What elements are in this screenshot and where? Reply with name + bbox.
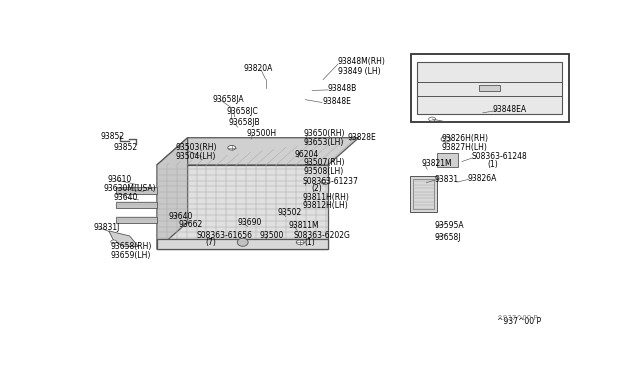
Text: 93831: 93831 xyxy=(435,175,459,184)
Text: 93640: 93640 xyxy=(114,193,138,202)
Polygon shape xyxy=(109,231,138,247)
Text: 93658JA: 93658JA xyxy=(213,94,244,103)
Text: 93658JB: 93658JB xyxy=(229,118,260,127)
Text: 93849 (LH): 93849 (LH) xyxy=(338,67,381,76)
Text: 96204: 96204 xyxy=(294,150,319,158)
Text: ^937^00 P: ^937^00 P xyxy=(497,317,541,326)
Bar xyxy=(417,62,562,114)
Text: 93690: 93690 xyxy=(237,218,262,227)
Text: 93658(RH): 93658(RH) xyxy=(111,242,152,251)
Text: 93848E: 93848E xyxy=(322,97,351,106)
Text: S08363-6202G: S08363-6202G xyxy=(293,231,350,240)
Text: 93650(RH): 93650(RH) xyxy=(303,129,345,138)
Polygon shape xyxy=(116,187,157,193)
Bar xyxy=(413,179,434,209)
Text: 93658JC: 93658JC xyxy=(227,108,258,116)
Text: 93826A: 93826A xyxy=(468,174,497,183)
Text: ^937^00 P: ^937^00 P xyxy=(497,315,537,321)
Bar xyxy=(479,85,500,92)
Polygon shape xyxy=(157,138,188,250)
Text: 93852: 93852 xyxy=(114,143,138,152)
Text: S08363-61656: S08363-61656 xyxy=(196,231,253,240)
Text: (1): (1) xyxy=(488,160,499,169)
Text: 93831J: 93831J xyxy=(94,223,120,232)
Polygon shape xyxy=(157,138,359,165)
Bar xyxy=(410,176,437,212)
Text: 93848EA: 93848EA xyxy=(493,105,527,115)
Text: 93812H(LH): 93812H(LH) xyxy=(302,201,348,209)
Text: (1): (1) xyxy=(304,238,315,247)
Text: 93811M: 93811M xyxy=(288,221,319,230)
Text: 93508(LH): 93508(LH) xyxy=(303,167,344,176)
Circle shape xyxy=(441,136,451,142)
Circle shape xyxy=(296,240,304,244)
Text: 93658J: 93658J xyxy=(435,232,461,242)
Polygon shape xyxy=(116,202,157,208)
Bar xyxy=(157,165,328,250)
Text: 93502: 93502 xyxy=(277,208,301,217)
Circle shape xyxy=(228,145,236,150)
Text: 93826H(RH): 93826H(RH) xyxy=(441,134,488,143)
Text: 93653(LH): 93653(LH) xyxy=(303,138,344,147)
Text: 93821M: 93821M xyxy=(421,159,452,168)
Text: 93828E: 93828E xyxy=(348,133,376,142)
Bar xyxy=(437,154,458,167)
Text: 93852: 93852 xyxy=(101,132,125,141)
Circle shape xyxy=(321,180,329,185)
Bar xyxy=(412,54,569,122)
Text: (2): (2) xyxy=(311,184,322,193)
Text: 93504(LH): 93504(LH) xyxy=(175,153,216,161)
Text: 93595A: 93595A xyxy=(435,221,464,230)
Text: S08363-61237: S08363-61237 xyxy=(302,177,358,186)
Text: 93500: 93500 xyxy=(260,231,284,240)
Text: 93811H(RH): 93811H(RH) xyxy=(302,193,349,202)
Text: 93640: 93640 xyxy=(168,212,193,221)
Text: (7): (7) xyxy=(205,238,216,247)
Text: 93507(RH): 93507(RH) xyxy=(303,158,345,167)
Text: 93848M(RH): 93848M(RH) xyxy=(338,57,386,66)
Text: 93610: 93610 xyxy=(108,175,132,185)
Text: 93662: 93662 xyxy=(178,220,202,229)
Polygon shape xyxy=(157,238,328,250)
Ellipse shape xyxy=(237,238,248,246)
Text: 93500H: 93500H xyxy=(246,129,276,138)
Text: 93827H(LH): 93827H(LH) xyxy=(441,143,487,152)
Text: 93820A: 93820A xyxy=(244,64,273,74)
Text: 93848B: 93848B xyxy=(328,84,357,93)
Text: 93659(LH): 93659(LH) xyxy=(111,251,151,260)
Text: 93630M(USA): 93630M(USA) xyxy=(104,184,156,193)
Polygon shape xyxy=(116,217,157,223)
Text: 93503(RH): 93503(RH) xyxy=(175,143,217,152)
Circle shape xyxy=(111,240,116,243)
Circle shape xyxy=(429,117,436,121)
Text: S08363-61248: S08363-61248 xyxy=(472,153,527,161)
